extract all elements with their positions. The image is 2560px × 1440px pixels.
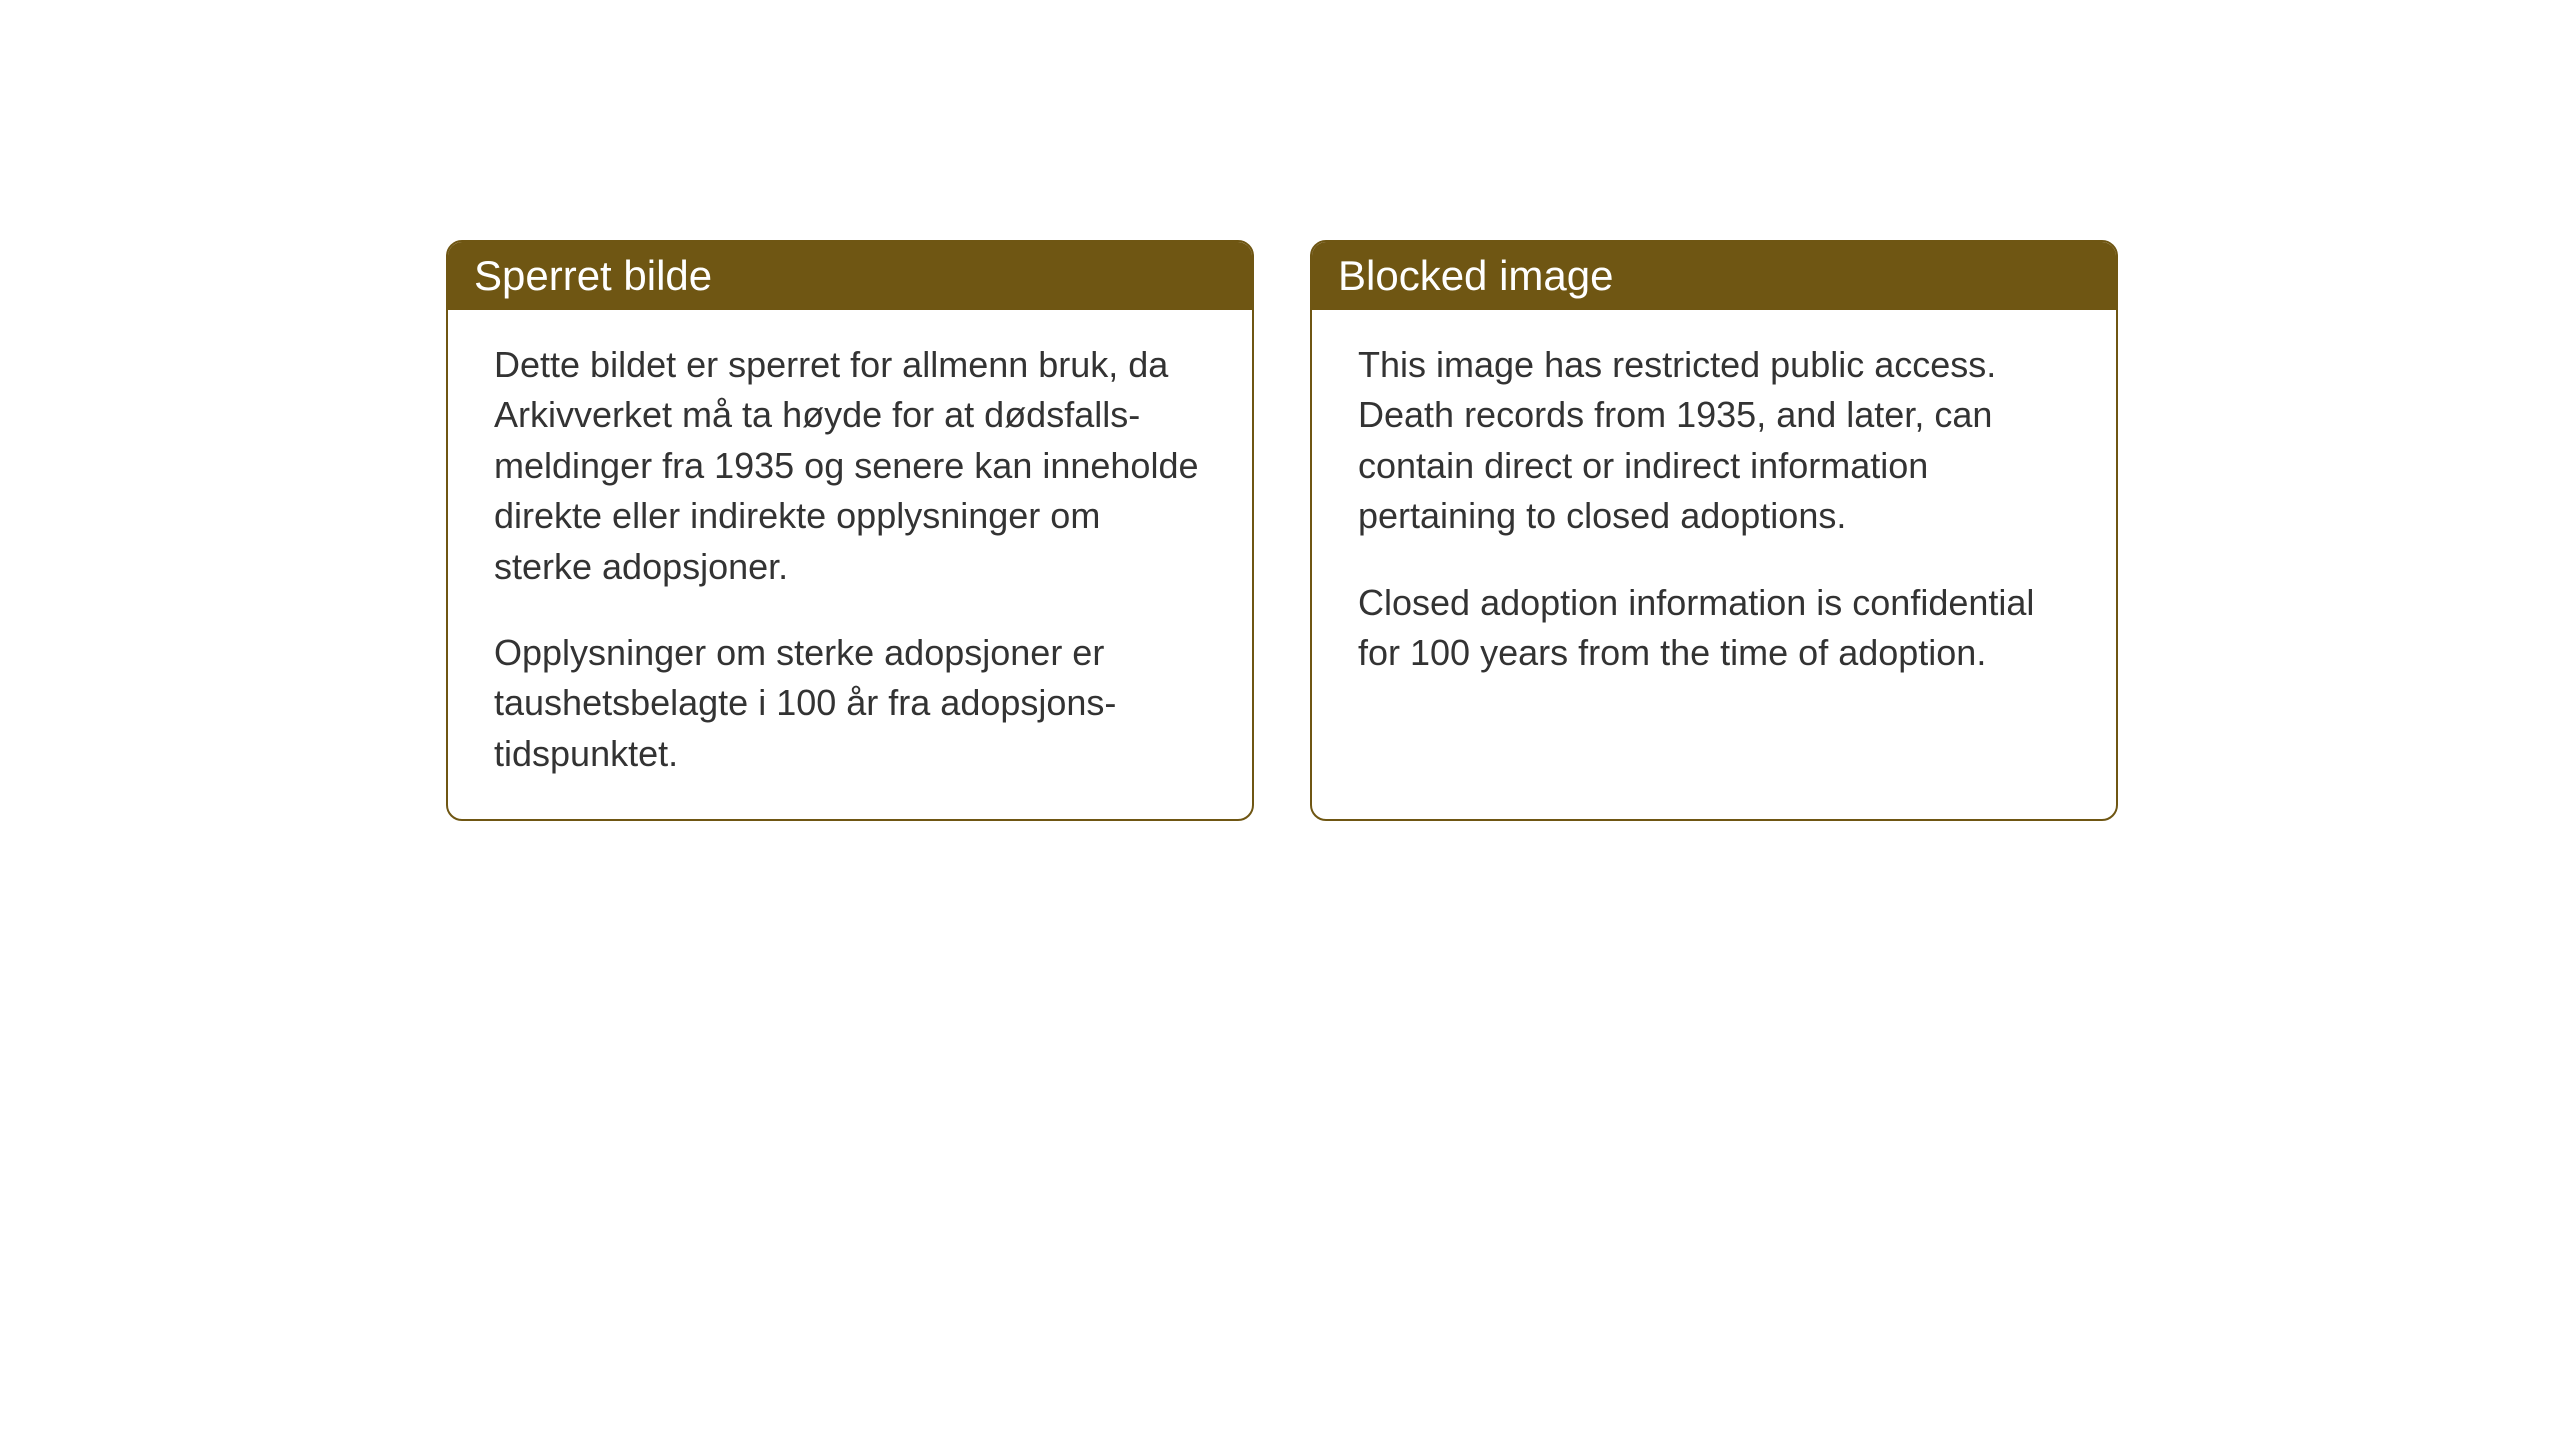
card-header-english: Blocked image bbox=[1312, 242, 2116, 310]
notice-card-norwegian: Sperret bilde Dette bildet er sperret fo… bbox=[446, 240, 1254, 821]
card-paragraph-2-norwegian: Opplysninger om sterke adopsjoner er tau… bbox=[494, 628, 1206, 779]
card-paragraph-1-norwegian: Dette bildet er sperret for allmenn bruk… bbox=[494, 340, 1206, 592]
card-title-norwegian: Sperret bilde bbox=[474, 252, 712, 299]
card-paragraph-2-english: Closed adoption information is confident… bbox=[1358, 578, 2070, 679]
card-body-english: This image has restricted public access.… bbox=[1312, 310, 2116, 718]
card-header-norwegian: Sperret bilde bbox=[448, 242, 1252, 310]
card-body-norwegian: Dette bildet er sperret for allmenn bruk… bbox=[448, 310, 1252, 819]
notice-card-english: Blocked image This image has restricted … bbox=[1310, 240, 2118, 821]
card-title-english: Blocked image bbox=[1338, 252, 1613, 299]
card-paragraph-1-english: This image has restricted public access.… bbox=[1358, 340, 2070, 542]
notice-cards-container: Sperret bilde Dette bildet er sperret fo… bbox=[446, 240, 2118, 821]
